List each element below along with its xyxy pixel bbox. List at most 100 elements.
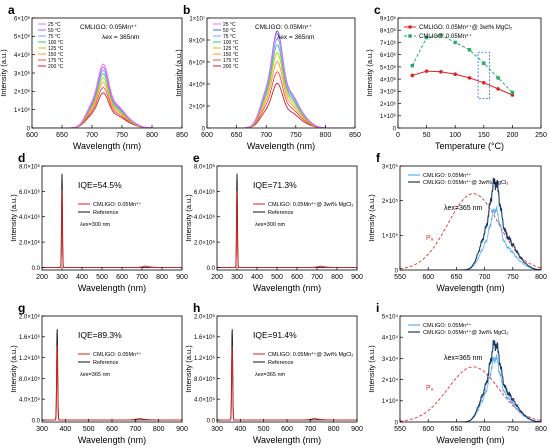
y-axis-label: Intensity (a.u.) [174, 49, 183, 97]
x-tick-label: 700 [86, 132, 98, 139]
x-tick-label: 700 [479, 274, 491, 281]
y-tick-label: 2×10⁵ [382, 198, 399, 205]
plot-frame [399, 315, 542, 423]
legend-label: 150 °C [223, 52, 239, 58]
x-tick-label: 650 [451, 274, 463, 281]
x-axis-label: Wavelength (nm) [78, 283, 146, 293]
legend-label: 100 °C [223, 40, 239, 46]
curve-label: Pₐ [426, 235, 434, 242]
x-tick-label: 600 [26, 132, 38, 139]
y-axis-label: Intensity (a.u.) [184, 345, 193, 393]
x-tick-label: 600 [422, 426, 434, 433]
legend-label: 200 °C [48, 64, 64, 70]
legend-marker [408, 34, 412, 38]
y-tick-label: 6×10⁶ [380, 52, 397, 59]
plot-area [400, 339, 541, 422]
legend: IQE=91.4% CMLIGO: 0.05Mn⁴⁺@ 3wt% MgCl₂ Ref… [253, 330, 353, 378]
panel-d: d 200 300 400 500 600 700 800 900 0.0 2.0×10⁶ 4.0×1… [9, 151, 188, 293]
legend-label: 75 °C [48, 34, 61, 40]
x-tick-label: 650 [451, 426, 463, 433]
legend-subtitle: λex=365 nm [80, 372, 111, 378]
data-point [496, 87, 500, 91]
y-tick-label: 0.0 [207, 266, 216, 272]
y-tick-label: 3×10⁵ [382, 163, 399, 170]
data-point [439, 69, 443, 74]
y-tick-label: 1.6×10⁶ [19, 334, 41, 341]
legend: IQE=54.5% CMLIGO: 0.05Mn⁴⁺ Reference λex=30… [78, 180, 141, 228]
panel-c: c 0 50 100 150 200 250 0 1×10⁶ 2×10⁶ 3×10⁶ 4×10⁶ 5×1… [365, 3, 547, 151]
series-line [42, 329, 182, 421]
x-axis-label: Wavelength (nm) [73, 141, 141, 151]
y-tick-label: 8.0×10⁶ [194, 163, 216, 170]
series-line [32, 81, 182, 128]
y-tick-label: 2×10⁶ [380, 101, 397, 108]
legend-marker [408, 25, 412, 29]
y-tick-label: 0.0 [207, 418, 216, 424]
y-tick-label: 3×10⁶ [14, 70, 31, 77]
y-tick-label: 2.0×10⁶ [194, 239, 216, 246]
x-tick-label: 100 [449, 132, 461, 139]
x-tick-label: 600 [281, 426, 293, 433]
y-tick-label: 7×10⁶ [380, 40, 397, 47]
series-line [217, 190, 357, 268]
y-tick-label: 8.0×10⁵ [19, 376, 41, 383]
y-tick-label: 4×10⁶ [189, 81, 206, 88]
x-tick-label: 700 [260, 132, 272, 139]
x-tick-label: 300 [36, 426, 48, 433]
iqe-annotation: IQE=91.4% [253, 330, 297, 340]
x-tick-label: 650 [231, 132, 243, 139]
legend-label: 50 °C [223, 28, 236, 34]
series-line [42, 190, 182, 268]
data-point [453, 72, 458, 77]
series-line [412, 70, 513, 96]
x-tick-label: 600 [422, 274, 434, 281]
y-tick-label: 8.0×10⁵ [194, 376, 216, 383]
x-tick-label: 800 [320, 132, 332, 139]
y-tick-label: 2×10⁴ [382, 377, 399, 384]
x-tick-label: 400 [234, 426, 246, 433]
x-tick-label: 700 [479, 426, 491, 433]
y-tick-label: 0.0 [32, 418, 41, 424]
x-tick-label: 300 [56, 274, 68, 281]
y-tick-label: 8×10⁶ [189, 37, 206, 44]
excitation-annotation: λex=365 nm [444, 355, 482, 362]
legend-label: 200 °C [223, 64, 239, 70]
legend-label: 100 °C [48, 40, 64, 46]
x-tick-label: 800 [535, 274, 547, 281]
legend-label: CMLIGO: 0.05Mn⁴⁺ [93, 351, 141, 358]
x-tick-label: 0 [396, 132, 400, 139]
x-axis-label: Temperature (°C) [435, 141, 504, 151]
legend-label: CMLIGO: 0.05Mn⁴⁺ [423, 322, 471, 329]
series-line [217, 329, 357, 421]
series-line [32, 73, 182, 128]
legend-label: 125 °C [223, 46, 239, 52]
legend-label: CMLIGO: 0.05Mn⁴⁺ [419, 33, 472, 40]
x-tick-label: 250 [535, 132, 547, 139]
plot-frame [216, 165, 358, 271]
y-tick-label: 4.0×10⁵ [194, 397, 216, 404]
series-line [32, 77, 182, 128]
x-tick-label: 150 [478, 132, 490, 139]
x-tick-label: 850 [176, 132, 188, 139]
x-axis-label: Wavelength (nm) [436, 435, 504, 445]
series-line [207, 71, 355, 128]
legend-label: 25 °C [223, 22, 236, 28]
y-tick-label: 9×10⁶ [380, 15, 397, 22]
data-point [510, 90, 515, 95]
y-tick-label: 1×10⁷ [189, 15, 205, 22]
legend-subtitle: λex = 365nm [277, 34, 314, 41]
x-tick-label: 300 [211, 426, 223, 433]
y-tick-label: 4.0×10⁵ [19, 397, 41, 404]
series-line [207, 61, 355, 128]
y-tick-label: 2.0×10⁶ [19, 313, 41, 320]
x-tick-label: 400 [76, 274, 88, 281]
y-tick-label: 0 [27, 126, 31, 132]
panel-letter: g [18, 301, 25, 315]
y-tick-label: 5×10⁶ [14, 34, 31, 41]
legend: CMLIGO: 0.05Mn⁴⁺CMLIGO: 0.05Mn⁴⁺@ 3wt% M… [408, 172, 508, 242]
legend: CMLIGO: 0.05Mn⁴⁺CMLIGO: 0.05Mn⁴⁺@ 3wt% M… [408, 322, 508, 392]
legend-label: 50 °C [48, 28, 61, 34]
data-point [467, 76, 472, 80]
y-tick-label: 5×10⁴ [382, 313, 399, 320]
y-tick-label: 4.0×10⁶ [19, 214, 41, 221]
